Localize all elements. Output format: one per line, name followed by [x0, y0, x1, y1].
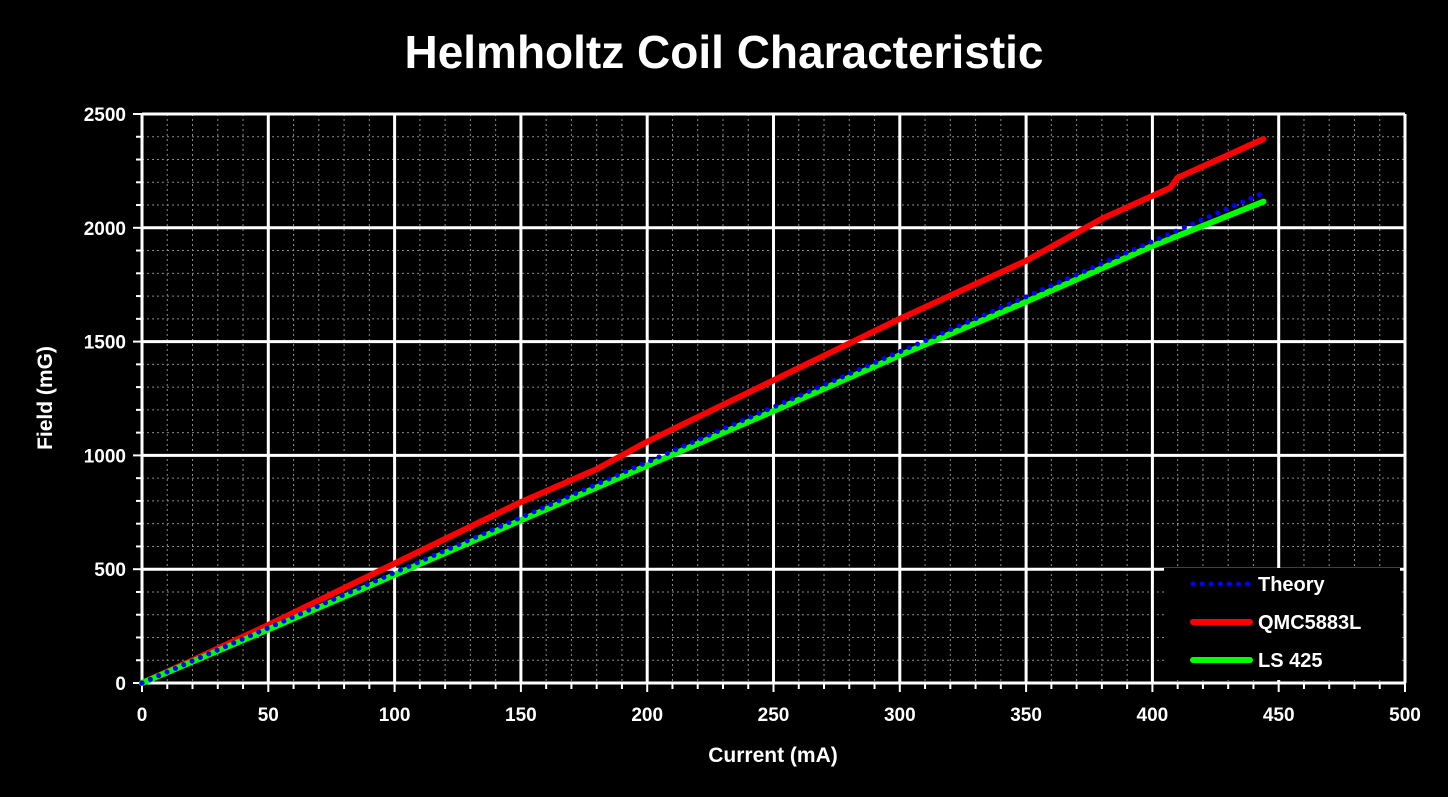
- x-axis-label: Current (mA): [708, 744, 838, 767]
- y-axis-label: Field (mG): [34, 346, 57, 450]
- legend: Theory QMC5883L LS 425: [1164, 568, 1400, 680]
- series-line-theory: [139, 190, 1266, 686]
- x-tick-label: 250: [758, 705, 790, 726]
- y-tick-label: 0: [115, 674, 126, 695]
- legend-label: QMC5883L: [1258, 612, 1361, 634]
- y-tick-label: 1000: [84, 446, 126, 467]
- x-tick-label: 0: [137, 705, 148, 726]
- y-tick-label: 500: [94, 560, 126, 581]
- chart-title: Helmholtz Coil Characteristic: [404, 26, 1043, 78]
- x-tick-label: 500: [1389, 705, 1421, 726]
- y-tick-label: 2000: [84, 219, 126, 240]
- x-tick-label: 50: [258, 705, 279, 726]
- x-tick-label: 200: [631, 705, 663, 726]
- y-tick-label: 2500: [84, 105, 126, 126]
- x-tick-label: 400: [1137, 705, 1169, 726]
- y-tick-label: 1500: [84, 333, 126, 354]
- series-line-qmc5883l: [139, 136, 1267, 686]
- x-tick-label: 100: [379, 705, 411, 726]
- x-tick-labels: 0 50 100 150 200 250 300 350 400 450 500: [137, 705, 1421, 726]
- legend-label: LS 425: [1258, 650, 1322, 672]
- x-tick-label: 150: [505, 705, 537, 726]
- series-line-ls-425: [139, 198, 1267, 686]
- x-tick-label: 300: [884, 705, 916, 726]
- x-tick-label: 350: [1010, 705, 1042, 726]
- axes: [133, 113, 1406, 692]
- y-tick-labels: 0 500 1000 1500 2000 2500: [84, 105, 126, 695]
- legend-label: Theory: [1258, 574, 1326, 596]
- x-tick-label: 450: [1263, 705, 1295, 726]
- series-layer: [139, 136, 1267, 686]
